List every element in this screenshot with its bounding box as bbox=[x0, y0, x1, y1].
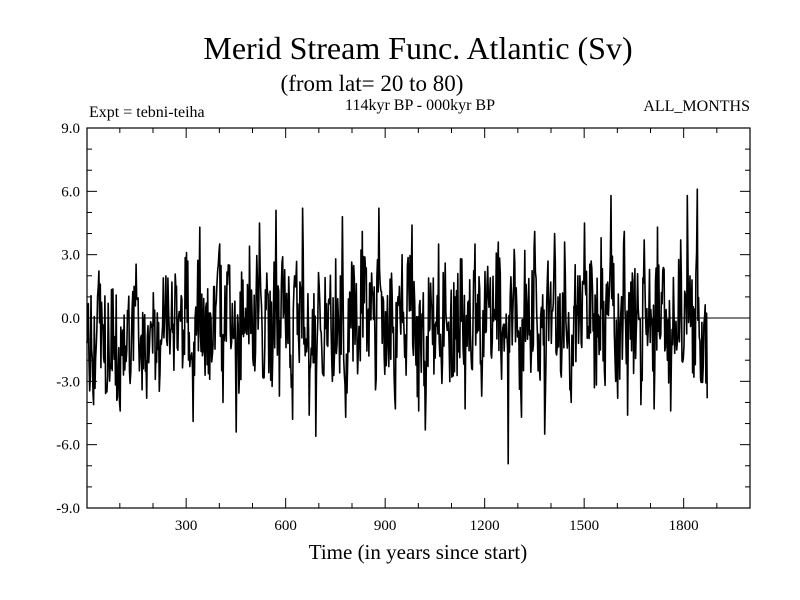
y-tick-label: 6.0 bbox=[61, 184, 80, 200]
plot-frame bbox=[86, 127, 751, 509]
y-tick-label: -6.0 bbox=[56, 438, 80, 454]
x-axis-label: Time (in years since start) bbox=[309, 540, 528, 564]
series-line bbox=[86, 188, 708, 465]
y-tick-label: -9.0 bbox=[56, 501, 80, 517]
experiment-label: Expt = tebni-teiha bbox=[89, 104, 205, 121]
y-tick-label: 0.0 bbox=[61, 311, 80, 327]
axis-tick-labels: -9.0 -6.0 -3.0 0.0 3.0 6.0 9.0 300 600 900 1200 150… bbox=[56, 121, 698, 534]
x-tick-label: 1500 bbox=[569, 518, 599, 534]
months-label: ALL_MONTHS bbox=[643, 98, 750, 115]
y-tick-label: 3.0 bbox=[61, 248, 80, 264]
x-tick-label: 1200 bbox=[470, 518, 500, 534]
x-tick-label: 900 bbox=[374, 518, 397, 534]
y-tick-label: 9.0 bbox=[61, 121, 80, 137]
y-tick-label: -3.0 bbox=[56, 374, 80, 390]
x-tick-label: 1800 bbox=[669, 518, 699, 534]
chart-title: Merid Stream Func. Atlantic (Sv) bbox=[203, 30, 632, 66]
chart-subtitle: (from lat= 20 to 80) bbox=[281, 71, 464, 96]
x-tick-label: 600 bbox=[274, 518, 297, 534]
x-tick-label: 300 bbox=[175, 518, 198, 534]
period-label: 114kyr BP - 000kyr BP bbox=[345, 97, 495, 114]
